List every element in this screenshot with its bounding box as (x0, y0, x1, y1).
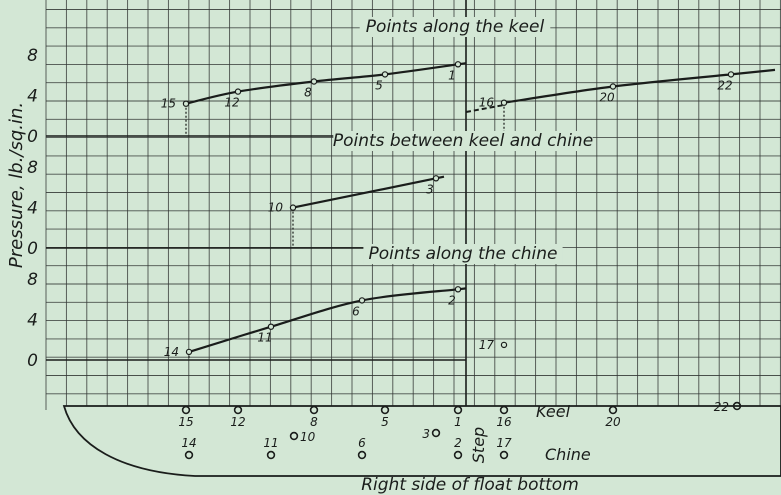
data-label-1: 1 (448, 68, 456, 82)
hull-station-11 (266, 450, 276, 460)
panel-title-bg (359, 17, 551, 37)
data-label-3: 3 (426, 182, 434, 196)
data-label-16: 16 (479, 96, 495, 110)
hull-station-8 (309, 405, 319, 415)
panel-title: Points along the chine (369, 244, 558, 264)
data-point-8 (310, 78, 318, 85)
panel-title: Points between keel and chine (333, 131, 593, 151)
y-tick-label: 4 (27, 311, 38, 331)
data-label-2: 2 (448, 293, 456, 307)
data-point-6 (358, 297, 366, 304)
y-tick-label: 0 (27, 239, 38, 259)
data-point-12 (234, 88, 242, 95)
y-tick-label: 8 (27, 158, 38, 178)
data-point-11 (267, 323, 275, 330)
hull-station-6 (357, 450, 367, 460)
hull-station-label-15: 15 (178, 415, 193, 429)
series-line (188, 287, 467, 353)
panel-title-bg (333, 131, 593, 151)
hull-station-label-14: 14 (181, 436, 196, 450)
hull-station-10 (289, 431, 299, 441)
hull-station-20 (608, 405, 618, 415)
chart-panel-3: 0 4 8 Points along the chine 14 11 6 2 17 (27, 244, 563, 371)
data-point-16 (500, 99, 508, 106)
keel-label: Keel (536, 402, 571, 421)
data-label-14: 14 (164, 345, 179, 359)
y-tick-label: 4 (27, 199, 38, 219)
hull-station-label-11: 11 (263, 436, 278, 450)
chart-panel-2: 0 4 8 Points between keel and chine 10 3 (27, 131, 593, 259)
data-point-14 (185, 348, 193, 356)
hull-station-label-20: 20 (605, 415, 621, 429)
data-label-12: 12 (224, 96, 239, 110)
hull-station-16 (499, 405, 509, 415)
series-line (292, 175, 445, 209)
hull-station-14 (184, 450, 194, 460)
chart-panel-1: 0 4 8 Points along the keel 15 12 8 5 1 16 20 22 (27, 17, 776, 147)
data-point-17 (500, 341, 508, 349)
hull-station-1 (453, 405, 463, 415)
data-label-15: 15 (161, 97, 176, 111)
step-label: Step (469, 427, 488, 463)
hull-station-label-2: 2 (454, 436, 462, 450)
data-label-10: 10 (268, 201, 284, 215)
data-point-22 (727, 71, 735, 78)
aft-keel-leadin (465, 104, 505, 113)
data-label-20: 20 (599, 91, 615, 105)
y-tick-label: 8 (27, 270, 38, 290)
data-label-22: 22 (717, 78, 732, 92)
hull-station-label-1: 1 (454, 415, 462, 429)
panel-title-bg (363, 244, 563, 264)
hull-station-label-16: 16 (496, 415, 512, 429)
y-tick-label: 0 (27, 351, 38, 371)
data-point-10 (289, 204, 297, 211)
data-point-15 (182, 100, 190, 107)
data-point-2 (454, 286, 462, 293)
float-bottom-plan: 15 12 8 5 1 16 20 22 14 11 10 6 3 2 17 Step Keel Chine (62, 400, 781, 477)
data-point-3 (432, 175, 440, 182)
hull-station-label-10: 10 (300, 430, 316, 444)
data-label-6: 6 (352, 304, 360, 318)
data-point-5 (381, 71, 389, 78)
y-tick-label: 4 (27, 87, 38, 107)
hull-station-label-17: 17 (496, 436, 512, 450)
data-label-8: 8 (304, 86, 312, 100)
hull-outline (62, 405, 781, 477)
hull-station-label-3: 3 (422, 427, 430, 441)
hull-station-12 (233, 405, 243, 415)
data-point-20 (609, 83, 617, 90)
hull-station-15 (181, 405, 191, 415)
series-line (503, 68, 776, 104)
y-tick-label: 8 (27, 46, 38, 66)
hull-station-5 (380, 405, 390, 415)
hull-station-17 (499, 450, 509, 460)
hull-station-label-6: 6 (358, 436, 366, 450)
hull-station-22 (732, 401, 742, 411)
hull-station-label-12: 12 (230, 415, 245, 429)
hull-station-label-22: 22 (714, 400, 729, 414)
y-tick-label: 0 (27, 127, 38, 147)
hull-station-label-5: 5 (381, 415, 389, 429)
data-label-5: 5 (375, 78, 383, 92)
data-point-1 (454, 61, 462, 68)
hull-station-label-8: 8 (310, 415, 318, 429)
data-label-11: 11 (257, 331, 272, 345)
y-axis-label: Pressure, lb./sq.in. (6, 102, 27, 268)
hull-station-3 (431, 428, 441, 438)
hull-station-2 (453, 450, 463, 460)
chine-label: Chine (545, 445, 591, 464)
figure-caption: Right side of float bottom (361, 475, 579, 495)
data-label-17: 17 (479, 338, 495, 352)
panel-title: Points along the keel (366, 17, 545, 37)
